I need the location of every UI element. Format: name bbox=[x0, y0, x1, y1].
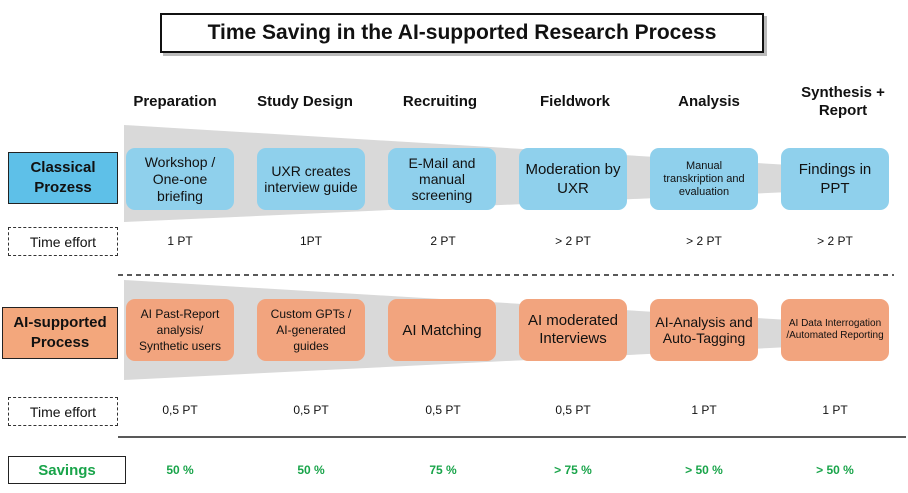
classical-effort-study-design: 1PT bbox=[299, 234, 322, 248]
ai-effort-recruiting: 0,5 PT bbox=[425, 403, 461, 417]
ai-effort-fieldwork: 0,5 PT bbox=[555, 403, 591, 417]
classical-effort-synthesis: > 2 PT bbox=[817, 234, 853, 248]
savings-study-design: 50 % bbox=[297, 463, 325, 477]
stage-fieldwork: Fieldwork bbox=[539, 93, 610, 110]
classical-effort-recruiting: 2 PT bbox=[430, 234, 456, 248]
stage-synthesis-report: Synthesis + Report bbox=[801, 84, 885, 119]
ai-step-fieldwork: AI moderated Interviews bbox=[519, 299, 627, 361]
savings-recruiting: 75 % bbox=[429, 463, 457, 477]
classical-effort-preparation: 1 PT bbox=[167, 234, 193, 248]
classical-step-preparation: Workshop / One-one briefing bbox=[126, 148, 234, 210]
savings-analysis: > 50 % bbox=[685, 463, 723, 477]
ai-effort-synthesis: 1 PT bbox=[822, 403, 848, 417]
savings-synthesis: > 50 % bbox=[816, 463, 854, 477]
classical-step-analysis: Manual transkription and evaluation bbox=[650, 148, 758, 210]
classical-time-effort-label: Time effort bbox=[8, 227, 118, 256]
diagram-title: Time Saving in the AI-supported Research… bbox=[160, 13, 764, 53]
ai-step-analysis: AI-Analysis and Auto-Tagging bbox=[650, 299, 758, 361]
ai-step-synthesis: AI Data Interrogation /Automated Reporti… bbox=[781, 299, 889, 361]
ai-effort-study-design: 0,5 PT bbox=[293, 403, 329, 417]
ai-step-preparation: AI Past-Report analysis/ Synthetic users bbox=[126, 299, 234, 361]
ai-time-effort-label: Time effort bbox=[8, 397, 118, 426]
savings-label: Savings bbox=[8, 456, 126, 484]
ai-effort-analysis: 1 PT bbox=[691, 403, 717, 417]
stage-preparation: Preparation bbox=[133, 93, 217, 110]
stage-recruiting: Recruiting bbox=[402, 93, 478, 110]
ai-process-label: AI-supported Process bbox=[2, 307, 118, 359]
savings-fieldwork: > 75 % bbox=[554, 463, 592, 477]
ai-step-study-design: Custom GPTs / AI-generated guides bbox=[257, 299, 365, 361]
classical-step-study-design: UXR creates interview guide bbox=[257, 148, 365, 210]
classical-process-label: Classical Prozess bbox=[8, 152, 118, 204]
ai-effort-preparation: 0,5 PT bbox=[162, 403, 198, 417]
classical-effort-analysis: > 2 PT bbox=[686, 234, 722, 248]
stage-study-design: Study Design bbox=[257, 93, 353, 110]
classical-step-fieldwork: Moderation by UXR bbox=[519, 148, 627, 210]
ai-step-recruiting: AI Matching bbox=[388, 299, 496, 361]
savings-preparation: 50 % bbox=[166, 463, 194, 477]
classical-step-synthesis: Findings in PPT bbox=[781, 148, 889, 210]
classical-step-recruiting: E-Mail and manual screening bbox=[388, 148, 496, 210]
stage-analysis: Analysis bbox=[678, 93, 740, 110]
classical-effort-fieldwork: > 2 PT bbox=[555, 234, 591, 248]
